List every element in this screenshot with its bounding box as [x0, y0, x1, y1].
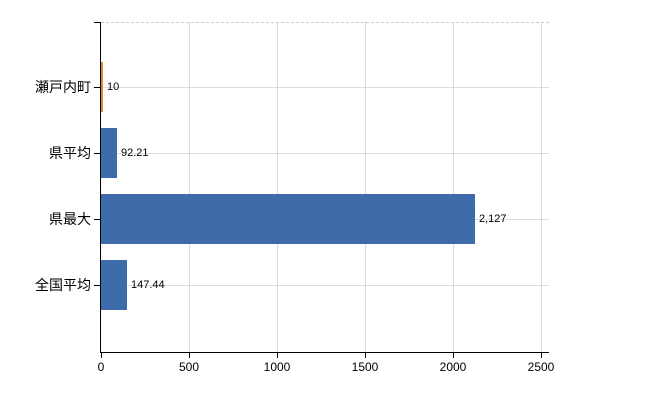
category-label: 全国平均: [35, 277, 91, 293]
y-axis-tick: [94, 285, 100, 286]
horizontal-gridline: [101, 87, 549, 88]
x-tick-label: 2500: [527, 360, 555, 374]
x-axis-tick: [453, 353, 454, 358]
x-axis-tick: [365, 353, 366, 358]
x-axis-tick: [541, 353, 542, 358]
x-tick-label: 2000: [439, 360, 467, 374]
x-tick-label: 0: [97, 360, 105, 374]
x-tick-label: 500: [178, 360, 200, 374]
y-axis-top-tick: [94, 22, 100, 23]
category-label: 県平均: [49, 145, 91, 161]
vertical-gridline: [277, 22, 278, 352]
vertical-gridline: [453, 22, 454, 352]
category-label: 瀬戸内町: [35, 79, 91, 95]
bar: [101, 194, 475, 244]
vertical-gridline: [365, 22, 366, 352]
bar-value-label: 147.44: [131, 279, 165, 291]
bar-value-label: 2,127: [479, 213, 507, 225]
x-axis-tick: [189, 353, 190, 358]
bar: [101, 62, 103, 112]
category-label: 県最大: [49, 211, 91, 227]
x-axis-tick: [101, 353, 102, 358]
plot-area: 0 500 1000 1500 2000 2500 10 92.21 2,127 147.44: [94, 22, 554, 374]
y-axis-tick: [94, 219, 100, 220]
bar-value-label: 10: [107, 81, 120, 93]
vertical-gridline: [189, 22, 190, 352]
y-axis-tick: [94, 87, 100, 88]
bar: [101, 260, 127, 310]
y-axis-tick: [94, 153, 100, 154]
x-axis-tick: [277, 353, 278, 358]
vertical-gridline: [541, 22, 542, 352]
bar-value-label: 92.21: [121, 147, 149, 159]
x-tick-label: 1500: [351, 360, 379, 374]
bar: [101, 128, 117, 178]
horizontal-gridline: [101, 153, 549, 154]
x-tick-label: 1000: [263, 360, 291, 374]
horizontal-gridline: [101, 285, 549, 286]
plot-top-border: [101, 22, 549, 23]
